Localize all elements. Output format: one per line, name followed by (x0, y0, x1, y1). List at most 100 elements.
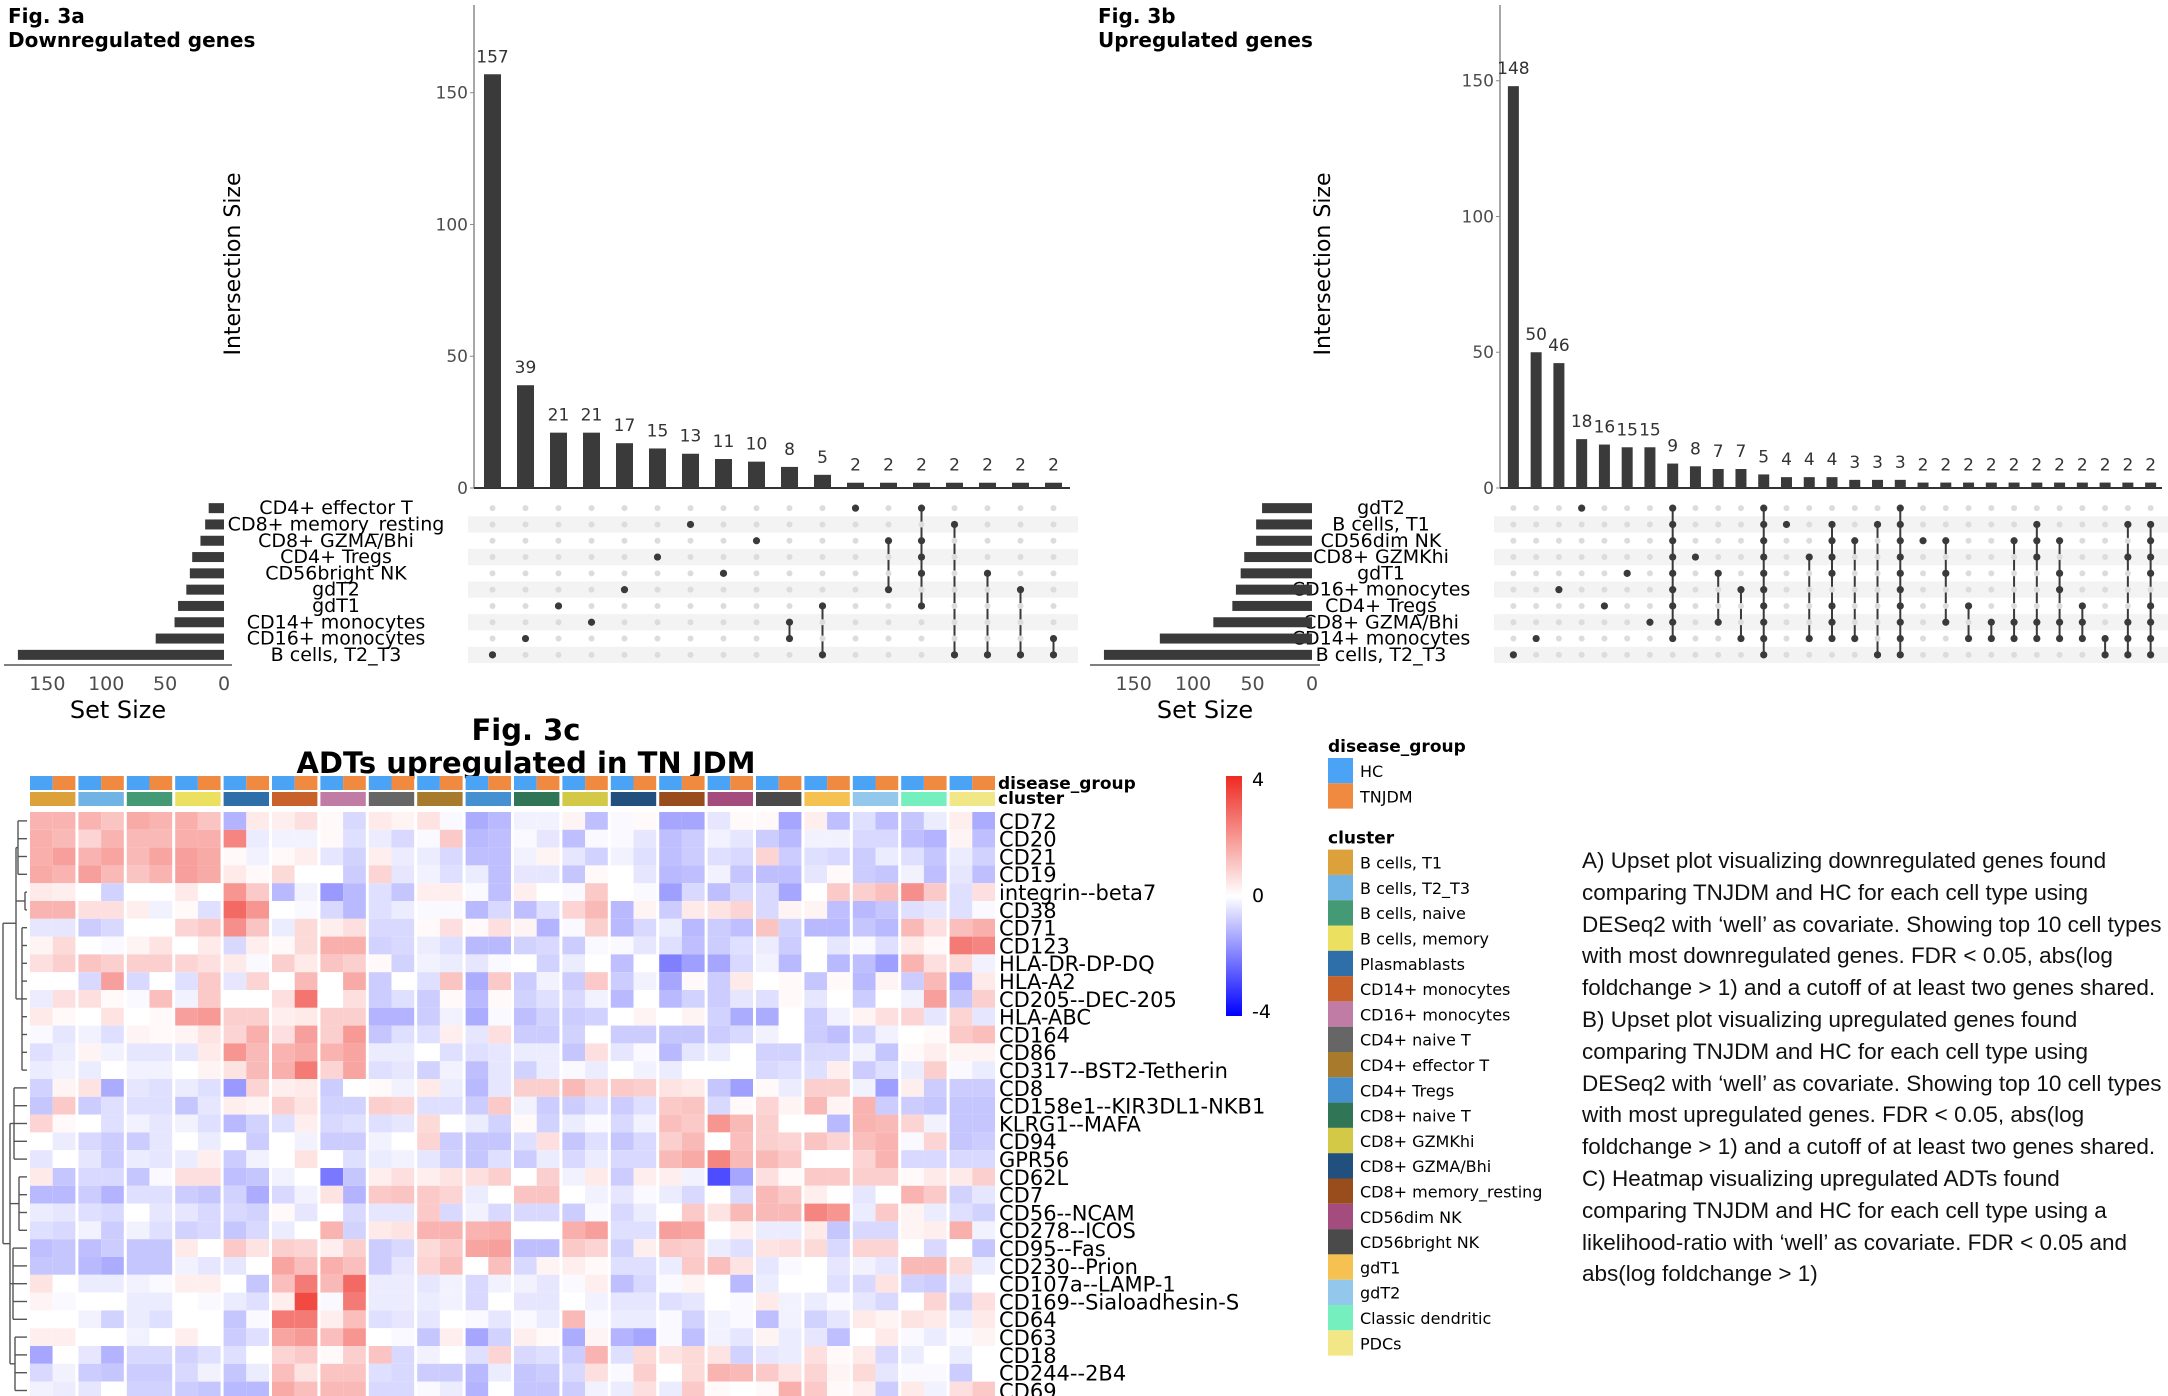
heatmap-cell (562, 936, 586, 955)
matrix-dot-active (1828, 618, 1836, 626)
matrix-dot-inactive (687, 505, 694, 512)
heatmap-cell (272, 1168, 295, 1186)
heatmap-cell (610, 1185, 634, 1204)
heatmap-cell (126, 954, 150, 973)
heatmap-cell (923, 1079, 947, 1097)
heatmap-cell (633, 954, 657, 973)
matrix-dot-inactive (1829, 586, 1835, 593)
heatmap-row-label: CD205--DEC-205 (999, 988, 1177, 1012)
heatmap-cell (730, 936, 753, 955)
matrix-dot-inactive (555, 521, 562, 528)
heatmap-cell (804, 883, 828, 901)
legend-label: B cells, naive (1360, 904, 1466, 923)
heatmap-cell (175, 1079, 198, 1097)
heatmap-cell (730, 847, 753, 866)
heatmap-cell (804, 847, 828, 866)
heatmap-cell (391, 1292, 415, 1311)
heatmap-cell (610, 1203, 634, 1222)
heatmap-cell (730, 865, 753, 884)
heatmap-cell (514, 1168, 537, 1186)
heatmap-cell (272, 1274, 295, 1293)
heatmap-cell (707, 1114, 731, 1133)
matrix-dot-inactive (1988, 554, 1995, 561)
heatmap-cell (417, 1168, 440, 1186)
heatmap-cell (756, 1043, 779, 1062)
heatmap-cell (488, 1185, 511, 1204)
heatmap-cell (101, 1061, 124, 1079)
heatmap-cell (901, 901, 924, 919)
matrix-dot-active (950, 520, 959, 529)
heatmap-cell (391, 1096, 415, 1115)
heatmap-cell (707, 1132, 731, 1151)
heatmap-cell (320, 901, 344, 919)
heatmap-cell (633, 1292, 657, 1311)
heatmap-cell (343, 1007, 366, 1026)
intersection-bar (1045, 482, 1062, 488)
disease-group-annotation-cell (730, 776, 753, 790)
matrix-dot-inactive (555, 651, 562, 658)
heatmap-cell (610, 1239, 634, 1257)
heatmap-cell (923, 1096, 947, 1115)
heatmap-cell (536, 1221, 560, 1240)
heatmap-cell (585, 972, 608, 990)
matrix-dot-inactive (2056, 521, 2063, 528)
heatmap-cell (52, 1274, 76, 1293)
heatmap-cell (585, 1381, 608, 1396)
matrix-dot-inactive (1874, 602, 1881, 609)
matrix-dot-inactive (1988, 537, 1995, 544)
heatmap-cell (585, 1007, 608, 1026)
matrix-dot-active (1919, 537, 1927, 545)
heatmap-cell (417, 1007, 440, 1026)
heatmap-cell (246, 1025, 269, 1044)
heatmap-cell (488, 1363, 511, 1382)
heatmap-cell (681, 1079, 705, 1097)
heatmap-cell (417, 1185, 440, 1204)
heatmap-cell (707, 1310, 731, 1329)
matrix-dot-active (1828, 602, 1836, 610)
heatmap-cell (52, 972, 76, 990)
disease-group-annotation-cell (320, 776, 344, 790)
heatmap-cell (901, 972, 924, 990)
heatmap-cell (730, 901, 753, 919)
heatmap-cell (778, 1061, 802, 1079)
heatmap-cell (439, 1346, 463, 1364)
heatmap-cell (175, 954, 198, 973)
heatmap-cell (52, 812, 76, 830)
matrix-dot-inactive (885, 602, 892, 609)
matrix-dot-active (554, 602, 563, 610)
heatmap-cell (633, 1168, 657, 1186)
matrix-dot-inactive (2033, 602, 2040, 609)
heatmap-cell (294, 1025, 318, 1044)
heatmap-cell (633, 847, 657, 866)
matrix-dot-inactive (1783, 554, 1790, 561)
set-size-tick-label: 0 (218, 673, 230, 695)
heatmap-cell (707, 829, 731, 848)
heatmap-cell (343, 901, 366, 919)
matrix-dot-inactive (621, 505, 628, 512)
matrix-dot-active (2147, 634, 2155, 643)
heatmap-cell (778, 883, 802, 901)
heatmap-cell (368, 1221, 392, 1240)
heatmap-cell (246, 1328, 269, 1346)
heatmap-cell (707, 972, 731, 990)
matrix-dot-active (1578, 504, 1586, 512)
heatmap-cell (465, 1310, 489, 1329)
matrix-dot-inactive (819, 570, 826, 577)
heatmap-cell (633, 883, 657, 901)
matrix-dot-inactive (1017, 505, 1024, 512)
matrix-dot-inactive (555, 619, 562, 626)
disease-group-annotation-cell (536, 776, 560, 790)
heatmap-cell (707, 1043, 731, 1062)
matrix-dot-active (1016, 651, 1025, 659)
matrix-row-stripe (468, 646, 1078, 663)
heatmap-cell (707, 936, 731, 955)
matrix-dot-active (1049, 634, 1058, 643)
heatmap-cell (659, 883, 682, 901)
heatmap-cell (681, 883, 705, 901)
matrix-dot-active (818, 602, 827, 610)
heatmap-cell (294, 1132, 318, 1151)
heatmap-cell (756, 1310, 779, 1329)
heatmap-cell (417, 972, 440, 990)
heatmap-cell (175, 918, 198, 937)
